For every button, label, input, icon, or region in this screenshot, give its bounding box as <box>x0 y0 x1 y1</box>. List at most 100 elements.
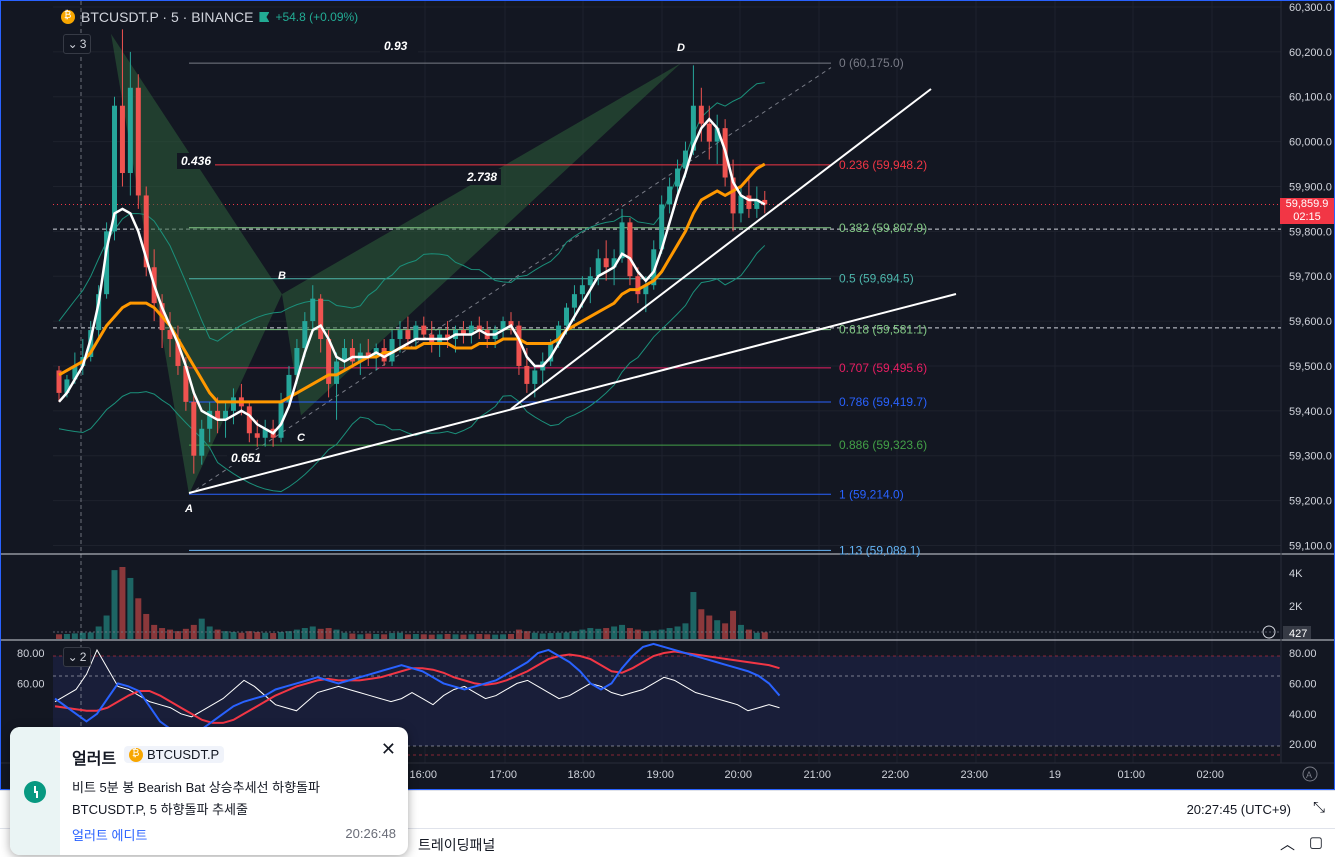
candle <box>215 410 221 420</box>
candle <box>72 365 78 380</box>
osc-tick-label: 80.00 <box>1289 648 1317 660</box>
volume-bar <box>293 629 300 639</box>
time-tick-label: 18:00 <box>568 769 596 781</box>
volume-bar <box>103 615 110 639</box>
symbol-title[interactable]: BTCUSDT.P · 5 · BINANCE <box>81 9 254 25</box>
candle <box>397 330 403 340</box>
time-tick-label: 17:00 <box>490 769 518 781</box>
bitcoin-icon <box>61 10 75 24</box>
volume-bar <box>626 628 633 639</box>
harmonic-ratio-label: 0.436 <box>181 154 211 168</box>
alert-toast[interactable]: 얼러트 BTCUSDT.P ✕ 비트 5분 봉 Bearish Bat 상승추세… <box>10 727 408 855</box>
main-pane-collapse-button[interactable]: ⌄ 3 <box>63 34 91 54</box>
candle <box>587 276 593 286</box>
price-tick-label: 60,300.0 <box>1289 2 1332 14</box>
volume-bar <box>317 628 324 639</box>
ratio-label-bg <box>227 450 265 466</box>
volume-bar <box>531 632 538 639</box>
candle <box>738 195 744 214</box>
volume-bar <box>595 628 602 639</box>
volume-bar <box>56 634 62 639</box>
expand-icon[interactable]: ⤡ <box>1312 799 1325 816</box>
auto-scale-icon <box>1302 766 1318 782</box>
candle <box>682 150 688 169</box>
volume-bar <box>333 629 340 639</box>
volume-bar <box>111 570 118 639</box>
symbol-legend[interactable]: BTCUSDT.P · 5 · BINANCE +54.8 (+0.09%) <box>61 9 358 25</box>
volume-bar <box>611 626 618 639</box>
candle <box>754 199 760 209</box>
volume-bar <box>182 628 189 639</box>
volume-bar <box>515 629 522 639</box>
candle <box>64 379 70 393</box>
volume-bar <box>436 634 443 639</box>
flag-icon[interactable] <box>259 12 270 22</box>
alert-message-line2: BTCUSDT.P, 5 하향돌파 추세줄 <box>72 802 248 817</box>
osc-tick-label: 40.00 <box>1289 709 1317 721</box>
ratio-label-bg <box>177 153 215 169</box>
candle <box>119 105 125 174</box>
volume-bar <box>428 634 435 639</box>
alert-side <box>10 727 60 855</box>
price-tick-label: 59,700.0 <box>1289 271 1332 283</box>
volume-bar <box>214 629 221 639</box>
candle <box>468 325 474 335</box>
volume-bar <box>262 632 269 639</box>
price-tick-label: 59,500.0 <box>1289 361 1332 373</box>
bitcoin-icon <box>129 747 143 762</box>
last-price-value: 59,859.9 <box>1285 198 1329 210</box>
volume-bar <box>476 633 483 639</box>
auto-scale-label: A <box>1306 770 1312 780</box>
candle <box>460 330 466 335</box>
harmonic-ratio-label: 0.651 <box>231 451 261 465</box>
volume-bar <box>198 618 205 639</box>
volume-bar <box>167 629 174 639</box>
tab-trading-panel[interactable]: 트레이딩패널 <box>418 837 496 853</box>
volume-bar <box>523 631 530 639</box>
volume-bar <box>730 610 737 639</box>
edit-alert-link[interactable]: 얼러트 에디트 <box>72 828 148 843</box>
alert-time: 20:26:48 <box>345 826 396 841</box>
stoch-d-line <box>54 650 780 724</box>
osc-pane-collapse-button[interactable]: ⌄ 2 <box>63 647 91 667</box>
chart-canvas[interactable]: 60,300.0 60,200.0 60,100.0 60,000.0 59,900.0… <box>1 1 1334 789</box>
volume-bar <box>127 577 134 639</box>
close-button[interactable]: ✕ <box>380 739 396 759</box>
candle <box>56 370 62 393</box>
price-tick-label: 60,200.0 <box>1289 47 1332 59</box>
volume-bar <box>555 632 562 639</box>
timezone-clock[interactable]: 20:27:45 (UTC+9) <box>1186 802 1291 817</box>
volume-bar <box>95 626 102 639</box>
harmonic-ratio-label: 0.93 <box>384 39 408 53</box>
candle <box>183 365 189 402</box>
trendline-lower <box>188 293 957 494</box>
square-icon[interactable]: ▢ <box>1308 834 1323 851</box>
chart-frame[interactable]: 60,300.0 60,200.0 60,100.0 60,000.0 59,900.0… <box>0 0 1335 790</box>
candle <box>191 401 197 456</box>
volume-bar <box>753 632 760 639</box>
candle <box>199 428 205 456</box>
time-tick-label: 19 <box>1049 769 1061 781</box>
chevron-down-icon: ⌄ <box>67 37 78 51</box>
volume-bar <box>468 634 475 639</box>
fib-level-label: 0.382 (59,807.9) <box>839 221 927 235</box>
volume-bar <box>761 632 768 639</box>
candle <box>88 330 94 357</box>
volume-last-value: 427 <box>1289 628 1307 640</box>
fib-level-label: 0.618 (59,581.1) <box>839 323 927 337</box>
candle <box>286 374 292 402</box>
volume-bar <box>737 624 744 639</box>
price-tick-label: 59,100.0 <box>1289 540 1332 552</box>
candle <box>762 199 768 205</box>
trendline-upper <box>510 88 932 410</box>
volume-bar <box>325 628 332 639</box>
volume-bar <box>603 628 610 639</box>
chevron-up-icon[interactable]: ︿ <box>1279 836 1295 853</box>
candle <box>294 348 300 375</box>
volume-bar <box>452 634 459 639</box>
alert-symbol-chip[interactable]: BTCUSDT.P <box>124 746 225 763</box>
osc-tick-label: 60.00 <box>1289 678 1317 690</box>
candle <box>579 285 585 295</box>
candle <box>556 325 562 344</box>
volume-bar <box>722 623 729 639</box>
